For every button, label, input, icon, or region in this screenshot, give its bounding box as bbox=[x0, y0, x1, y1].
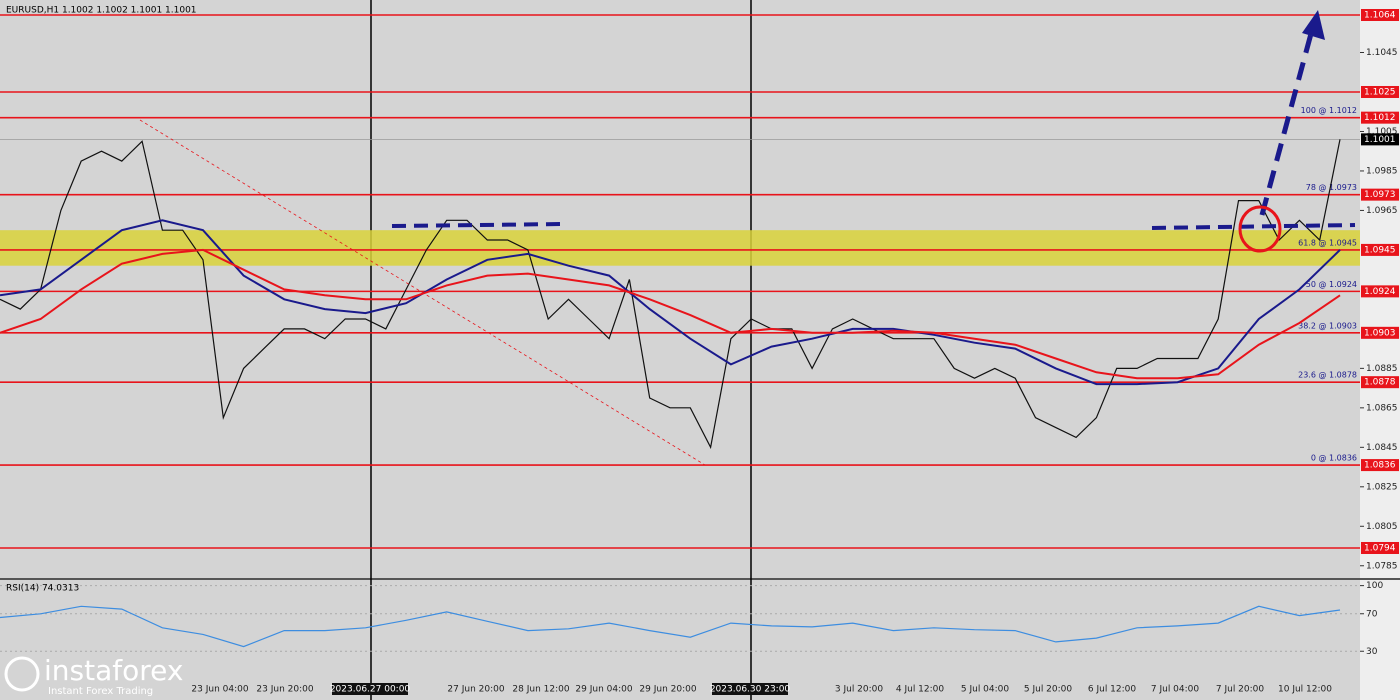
y-tick-label: 1.1045 bbox=[1366, 48, 1398, 58]
level-label: 1.0794 bbox=[1364, 543, 1396, 553]
fib-label: 100 @ 1.1012 bbox=[1301, 106, 1357, 115]
watermark: instaforex Instant Forex Trading bbox=[4, 654, 183, 697]
fib-line bbox=[139, 119, 706, 466]
series-line bbox=[0, 139, 1341, 450]
resistance-dash bbox=[391, 222, 566, 228]
tagline: Instant Forex Trading bbox=[48, 686, 153, 697]
x-tick-label: 29 Jun 20:00 bbox=[639, 685, 696, 695]
x-tick-label: 28 Jun 12:00 bbox=[512, 685, 569, 695]
plot-bg bbox=[0, 0, 1360, 700]
axis-bg bbox=[1360, 0, 1400, 700]
fib-label: 23.6 @ 1.0878 bbox=[1298, 371, 1357, 380]
level-tag bbox=[1361, 285, 1399, 298]
fib-label: 38.2 @ 1.0903 bbox=[1298, 321, 1357, 330]
fib-label: 0 @ 1.0836 bbox=[1311, 454, 1357, 463]
x-tick-label: 6 Jul 12:00 bbox=[1088, 685, 1137, 695]
x-tick-label: 3 Jul 20:00 bbox=[835, 685, 884, 695]
level-label: 1.0903 bbox=[1364, 328, 1396, 338]
x-tick-label: 29 Jun 04:00 bbox=[575, 685, 632, 695]
level-label: 1.1012 bbox=[1364, 113, 1396, 123]
arrow-head bbox=[1302, 10, 1325, 40]
x-label-box bbox=[332, 683, 408, 695]
series-line bbox=[0, 219, 1341, 386]
symbol-header: EURUSD,H1 1.1002 1.1002 1.1001 1.1001 bbox=[6, 6, 197, 16]
indicator-title: RSI(14) 74.0313 bbox=[6, 584, 79, 594]
y-tick-label: 1.0825 bbox=[1366, 482, 1398, 492]
x-tick-label: 7 Jul 20:00 bbox=[1216, 685, 1265, 695]
x-tick-label: 2023.06.27 00:00 bbox=[330, 685, 411, 695]
highlight-circle bbox=[1238, 205, 1282, 253]
x-tick-label: 27 Jun 20:00 bbox=[447, 685, 504, 695]
y-tick-label: 1.0885 bbox=[1366, 364, 1398, 374]
y-tick-label: 1.0985 bbox=[1366, 166, 1398, 176]
y-tick-label: 1.0785 bbox=[1366, 561, 1398, 571]
x-tick-label: 4 Jul 12:00 bbox=[896, 685, 945, 695]
y-tick-label: 100 bbox=[1366, 581, 1383, 591]
x-tick-label: 7 Jul 04:00 bbox=[1151, 685, 1200, 695]
price-label: 1.1001 bbox=[1364, 135, 1396, 145]
level-label: 1.1025 bbox=[1364, 87, 1396, 97]
fib-label: 78 @ 1.0973 bbox=[1306, 183, 1357, 192]
x-tick-label: 10 Jul 12:00 bbox=[1278, 685, 1332, 695]
level-label: 1.0945 bbox=[1364, 245, 1396, 255]
level-label: 1.0924 bbox=[1364, 287, 1396, 297]
level-tag bbox=[1361, 376, 1399, 389]
x-tick-label: 5 Jul 04:00 bbox=[961, 685, 1010, 695]
level-tag bbox=[1361, 459, 1399, 472]
y-tick-label: 1.1005 bbox=[1366, 127, 1398, 137]
brand: instaforex bbox=[44, 654, 183, 687]
level-tag bbox=[1361, 111, 1399, 124]
y-tick-label: 70 bbox=[1366, 609, 1378, 619]
level-label: 1.0878 bbox=[1364, 378, 1396, 388]
series-line bbox=[0, 605, 1341, 648]
fib-label: 61.8 @ 1.0945 bbox=[1298, 238, 1357, 247]
y-tick-label: 1.0805 bbox=[1366, 522, 1398, 532]
support-zone bbox=[0, 230, 1360, 266]
logo bbox=[4, 656, 40, 692]
y-tick-label: 30 bbox=[1366, 647, 1378, 657]
series-line bbox=[0, 248, 1341, 380]
level-tag bbox=[1361, 243, 1399, 256]
level-label: 1.0836 bbox=[1364, 461, 1396, 471]
level-tag bbox=[1361, 326, 1399, 339]
y-tick-label: 1.0965 bbox=[1366, 206, 1398, 216]
level-tag bbox=[1361, 541, 1399, 554]
level-tag bbox=[1361, 9, 1399, 22]
y-tick-label: 1.0865 bbox=[1366, 403, 1398, 413]
level-label: 1.1064 bbox=[1364, 11, 1396, 21]
layer: 1.1045 1.1005 1.0985 1.0965 1.0885 1.0865 1.08… bbox=[0, 9, 1399, 695]
level-tag bbox=[1361, 188, 1399, 201]
x-tick-label: 2023.06.30 23:00 bbox=[710, 685, 791, 695]
breakout-dash bbox=[1151, 223, 1356, 230]
arrow-shaft bbox=[1259, 29, 1315, 216]
price-tag bbox=[1361, 133, 1399, 146]
x-tick-label: 5 Jul 20:00 bbox=[1024, 685, 1073, 695]
level-tag bbox=[1361, 85, 1399, 98]
y-tick-label: 1.0845 bbox=[1366, 443, 1398, 453]
x-tick-label: 23 Jun 04:00 bbox=[191, 685, 248, 695]
x-label-box bbox=[712, 683, 788, 695]
fib-label: 50 @ 1.0924 bbox=[1306, 280, 1357, 289]
level-label: 1.0973 bbox=[1364, 190, 1396, 200]
x-tick-label: 23 Jun 20:00 bbox=[256, 685, 313, 695]
